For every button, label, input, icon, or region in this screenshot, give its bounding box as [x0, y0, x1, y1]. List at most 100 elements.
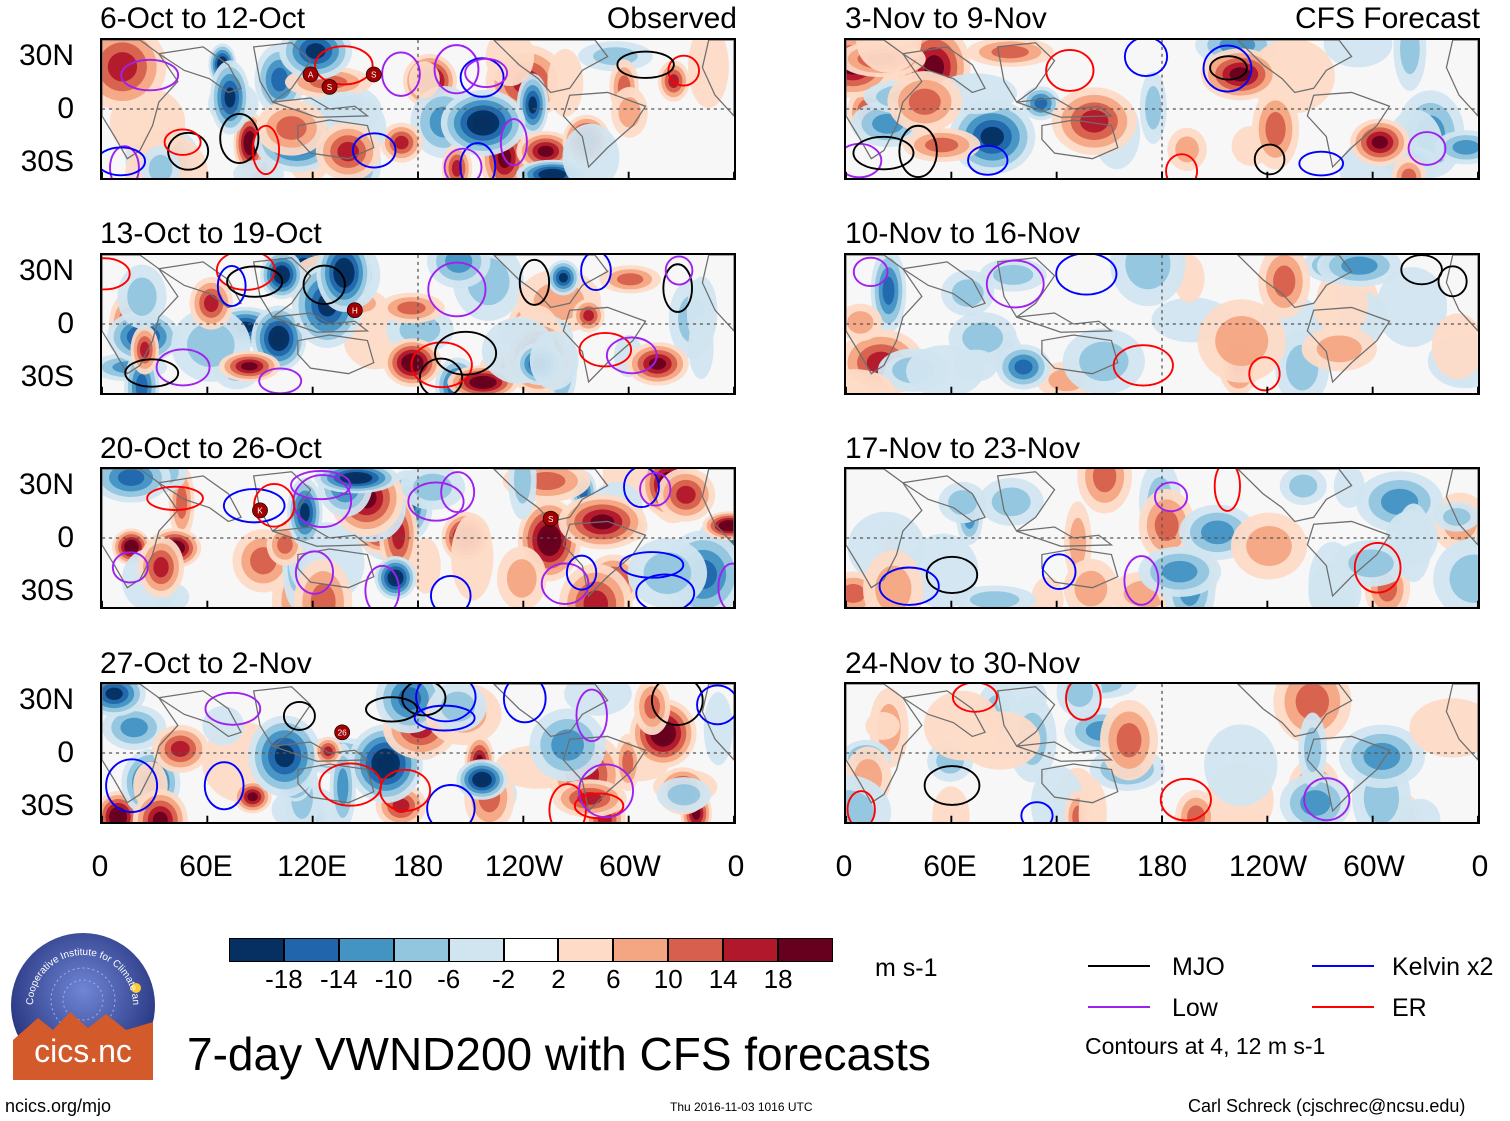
- negative-anomaly: [473, 115, 493, 131]
- positive-anomaly: [648, 357, 666, 370]
- coastline: [252, 686, 312, 748]
- negative-anomaly: [187, 322, 235, 368]
- colorbar-tick-label: 10: [653, 964, 683, 994]
- coastline: [901, 690, 986, 738]
- coastline: [996, 471, 1056, 533]
- positive-anomaly: [1409, 698, 1478, 758]
- wave-contour: [573, 792, 625, 820]
- wave-contour: [258, 367, 303, 393]
- positive-anomaly: [1092, 469, 1117, 493]
- observed-map-panel-4: 26: [100, 682, 736, 824]
- storm-marker-icon: S: [365, 66, 382, 83]
- wave-contour: [459, 142, 497, 178]
- positive-anomaly: [140, 341, 150, 359]
- negative-anomaly: [413, 473, 453, 501]
- negative-anomaly: [276, 269, 287, 281]
- wave-contour: [1020, 801, 1054, 822]
- coastline: [272, 526, 370, 547]
- positive-anomaly: [170, 740, 190, 757]
- wave-contour: [985, 259, 1045, 309]
- wave-contour: [1159, 777, 1212, 822]
- colorbar-swatch: [558, 938, 614, 962]
- wave-contour: [203, 761, 245, 811]
- colorbar-tick-label: -6: [437, 964, 461, 994]
- wave-contour: [109, 145, 140, 178]
- longitude-label: 60W: [1343, 850, 1405, 883]
- wave-contour: [282, 701, 316, 731]
- negative-anomaly: [564, 684, 632, 716]
- wave-contour: [1041, 553, 1077, 591]
- wave-contour: [102, 257, 131, 291]
- negative-anomaly: [1289, 474, 1318, 498]
- main-title: 7-day VWND200 with CFS forecasts: [187, 1028, 931, 1080]
- negative-anomaly: [202, 705, 245, 746]
- negative-anomaly: [528, 96, 537, 114]
- latitude-label: 0: [57, 521, 74, 554]
- negative-anomaly: [980, 126, 1005, 148]
- legend-line-er: [1312, 1006, 1374, 1008]
- wave-contour: [222, 488, 286, 524]
- positive-anomaly: [1316, 335, 1362, 363]
- negative-anomaly: [558, 272, 568, 283]
- colorbar-swatch: [448, 938, 504, 962]
- storm-marker-label: A: [308, 71, 314, 80]
- positive-anomaly: [1069, 517, 1087, 567]
- latitude-label: 30S: [20, 574, 74, 607]
- coastline: [901, 46, 986, 94]
- wave-contour: [1045, 48, 1095, 92]
- wave-contour: [852, 256, 889, 288]
- observed-map-panel-2: H: [100, 253, 736, 395]
- wave-contour: [502, 684, 547, 724]
- wave-contour: [464, 57, 509, 88]
- wave-contour: [379, 768, 432, 812]
- negative-anomaly: [445, 255, 473, 273]
- coastline: [846, 40, 923, 160]
- wave-contour: [102, 146, 146, 177]
- positive-anomaly: [856, 40, 922, 73]
- negative-anomaly: [148, 154, 173, 178]
- negative-anomaly: [962, 322, 1004, 354]
- wave-contour: [578, 763, 634, 819]
- longitude-label: 60W: [599, 850, 661, 883]
- wave-contour: [518, 258, 551, 306]
- coastline: [1236, 40, 1353, 94]
- storm-marker-label: H: [352, 306, 358, 315]
- wave-contour: [302, 264, 346, 306]
- wave-contour: [365, 696, 419, 723]
- coastline: [1236, 469, 1353, 523]
- coastline: [1236, 255, 1353, 309]
- coastline: [846, 469, 923, 589]
- coastline: [1306, 91, 1391, 169]
- legend-label-mjo: MJO: [1172, 953, 1225, 981]
- negative-anomaly: [120, 717, 148, 738]
- positive-anomaly: [583, 310, 594, 322]
- coastline: [297, 334, 375, 375]
- positive-anomaly: [176, 486, 188, 519]
- longitude-label: 180: [1136, 850, 1188, 883]
- coastline: [492, 255, 609, 309]
- coastline: [846, 684, 923, 804]
- negative-anomaly: [1399, 798, 1441, 822]
- legend-contour-note: Contours at 4, 12 m s-1: [1085, 1033, 1326, 1059]
- negative-anomaly: [1161, 560, 1198, 583]
- wave-contour: [155, 348, 211, 387]
- coastline: [157, 46, 242, 94]
- map-canvas: KS: [102, 469, 734, 607]
- wave-contour: [407, 481, 465, 522]
- storm-marker-icon: K: [252, 502, 268, 519]
- coastline: [102, 255, 179, 375]
- wave-contour: [575, 688, 608, 743]
- positive-anomaly: [152, 811, 168, 822]
- coastline: [1041, 119, 1119, 160]
- map-canvas: A S S: [102, 40, 734, 178]
- legend-line-mjo: [1088, 965, 1150, 967]
- wave-contour: [1112, 344, 1174, 387]
- wave-contour: [623, 469, 660, 509]
- wave-contour: [1209, 55, 1248, 81]
- coastline: [996, 42, 1056, 104]
- coastline: [102, 40, 179, 160]
- positive-anomaly: [241, 362, 258, 371]
- negative-anomaly: [969, 591, 1020, 607]
- positive-anomaly: [865, 711, 900, 740]
